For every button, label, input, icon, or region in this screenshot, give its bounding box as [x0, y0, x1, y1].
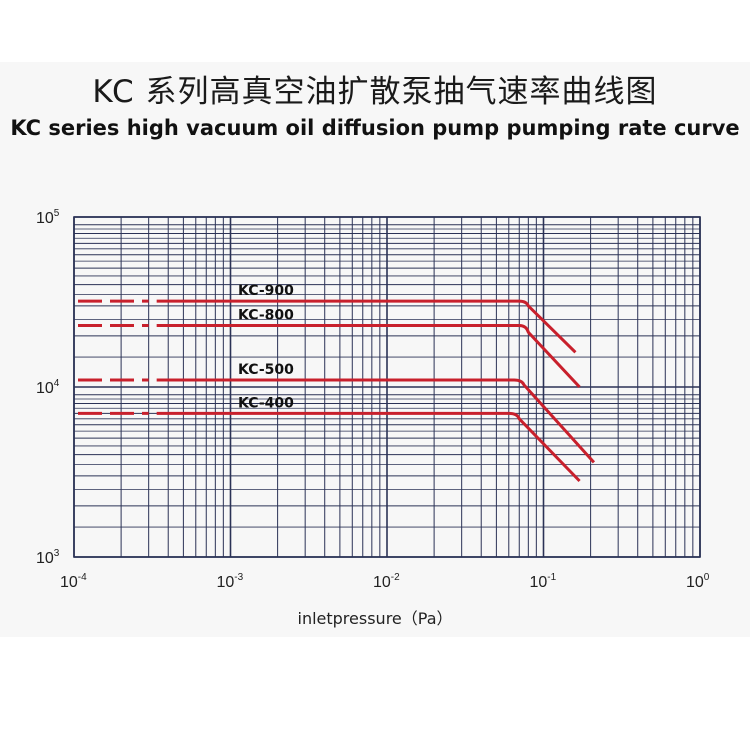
- curve-kc-500: [156, 378, 596, 464]
- series-labels: KC-900 KC-800 KC-500 KC-400: [238, 283, 294, 411]
- chart-title-english: KC series high vacuum oil diffusion pump…: [10, 116, 740, 140]
- x-tick-labels: 10-4 10-3 10-2 10-1 100: [60, 572, 710, 591]
- series-label-kc-500: KC-500: [238, 362, 294, 378]
- curve-kc-800: [156, 324, 581, 389]
- curves: [78, 299, 596, 483]
- x-tick-label: 10-2: [373, 572, 400, 591]
- grid: [73, 216, 701, 558]
- plot-border: [73, 216, 701, 558]
- curve-kc-400: [156, 411, 581, 483]
- x-axis-label: inletpressure（Pa）: [297, 609, 453, 628]
- series-label-kc-800: KC-800: [238, 308, 294, 324]
- series-label-kc-900: KC-900: [238, 283, 294, 299]
- y-tick-label: 103: [36, 548, 60, 567]
- series-label-kc-400: KC-400: [238, 395, 294, 411]
- x-tick-label: 100: [686, 572, 710, 591]
- y-tick-label: 105: [36, 208, 60, 227]
- x-tick-label: 10-4: [60, 572, 87, 591]
- y-tick-label: 104: [36, 378, 60, 397]
- curve-kc-900: [156, 299, 577, 354]
- x-tick-label: 10-3: [217, 572, 244, 591]
- chart-title-chinese: KC 系列高真空油扩散泵抽气速率曲线图: [92, 74, 658, 110]
- y-tick-labels: 103 104 105: [36, 208, 60, 567]
- x-tick-label: 10-1: [530, 572, 557, 591]
